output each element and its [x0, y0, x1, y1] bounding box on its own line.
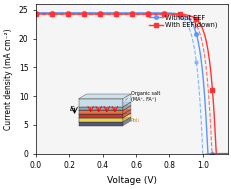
Without EEF [151, 12, 154, 14]
With EEF(down) [208, 62, 210, 65]
With EEF(down) [225, 153, 228, 155]
Without EEF [208, 153, 211, 155]
Legend: Without EEF, With EEF(down): Without EEF, With EEF(down) [146, 12, 220, 31]
Without EEF [148, 12, 150, 14]
Without EEF [206, 153, 208, 155]
With EEF(down) [195, 19, 198, 22]
Without EEF [34, 12, 37, 14]
Y-axis label: Current density (mA cm⁻²): Current density (mA cm⁻²) [4, 28, 13, 130]
Line: Without EEF: Without EEF [34, 11, 229, 155]
With EEF(down) [34, 13, 37, 15]
With EEF(down) [214, 153, 217, 155]
Without EEF [195, 38, 198, 40]
With EEF(down) [148, 13, 151, 15]
Without EEF [148, 12, 151, 14]
With EEF(down) [35, 13, 38, 15]
Line: With EEF(down): With EEF(down) [34, 12, 229, 155]
Without EEF [225, 153, 228, 155]
Without EEF [35, 12, 38, 14]
With EEF(down) [151, 13, 154, 15]
X-axis label: Voltage (V): Voltage (V) [106, 176, 156, 185]
With EEF(down) [148, 13, 150, 15]
